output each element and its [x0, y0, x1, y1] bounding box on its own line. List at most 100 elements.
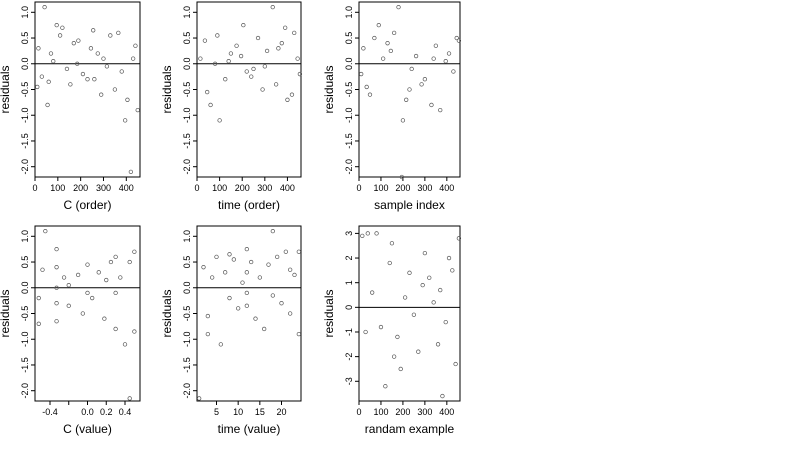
data-point: [127, 259, 132, 265]
data-point: [104, 64, 110, 69]
data-point: [276, 46, 281, 51]
data-point: [456, 236, 462, 241]
data-point: [422, 250, 428, 256]
data-point: [359, 71, 364, 77]
y-tick-label: 0.5: [20, 32, 30, 45]
data-point: [422, 77, 428, 82]
data-point: [135, 107, 140, 113]
y-tick-label: -0.5: [20, 82, 30, 98]
data-point: [112, 87, 118, 92]
y-tick-label: 0.0: [20, 282, 30, 295]
data-point: [39, 74, 44, 79]
data-point: [279, 41, 284, 46]
y-tick-label: -1.0: [20, 331, 30, 347]
data-point: [231, 257, 236, 262]
data-point: [433, 43, 438, 48]
data-point: [374, 231, 379, 236]
data-point: [409, 66, 414, 72]
data-point: [264, 48, 270, 54]
data-point: [413, 53, 419, 59]
data-point: [88, 46, 94, 51]
data-point: [376, 23, 381, 28]
data-point: [212, 61, 218, 66]
data-point: [104, 277, 109, 283]
data-point: [131, 56, 136, 61]
y-tick-label: -2.0: [344, 159, 354, 175]
data-point: [262, 64, 267, 69]
y-tick-label: -1: [344, 328, 354, 336]
data-point: [113, 254, 118, 260]
x-axis-label: time (order): [218, 198, 280, 212]
data-point: [205, 89, 210, 95]
data-point: [297, 71, 303, 77]
x-tick-label: 400: [439, 407, 454, 417]
plot-frame: [34, 1, 141, 178]
data-point: [450, 268, 455, 273]
data-point: [113, 326, 118, 332]
data-point: [399, 174, 404, 180]
data-point: [45, 102, 50, 108]
x-tick-label: 100: [373, 183, 388, 193]
x-tick-label: 200: [73, 183, 88, 193]
data-point: [75, 272, 81, 278]
data-point: [43, 228, 48, 234]
data-point: [456, 38, 462, 43]
y-tick-label: -1.5: [20, 133, 30, 149]
y-tick-label: 0.5: [20, 256, 30, 269]
data-point: [68, 82, 73, 87]
data-point: [285, 97, 290, 102]
data-point: [36, 321, 41, 326]
x-tick-label: 5: [214, 407, 219, 417]
scatter-panel-4: -0.4 0.0 0.2 0.4 -2.0 -1.5 -1.0 -0.5 0.0 0.5 1.0 C …: [0, 225, 141, 436]
data-point: [429, 102, 434, 108]
data-point: [395, 334, 400, 340]
data-point: [446, 51, 452, 56]
data-point: [255, 35, 261, 41]
data-point: [400, 118, 406, 123]
x-tick-label: 0.4: [119, 407, 132, 417]
y-tick-label: -0.5: [20, 306, 30, 322]
data-point: [95, 51, 100, 56]
y-tick-label: -1.5: [182, 357, 192, 373]
data-point: [295, 56, 300, 61]
data-point: [54, 265, 59, 270]
y-axis-label: residuals: [0, 289, 12, 337]
data-point: [40, 267, 45, 272]
data-point: [383, 384, 388, 389]
data-point: [438, 107, 443, 113]
plot-frame: [34, 225, 141, 402]
data-point: [241, 23, 246, 28]
data-point: [42, 4, 47, 10]
data-point: [236, 306, 241, 311]
y-tick-label: -0.5: [344, 82, 354, 98]
y-tick-label: -1.5: [20, 357, 30, 373]
y-tick-label: -0.5: [182, 82, 192, 98]
data-point: [244, 303, 249, 308]
scatter-panel-6: 0 100 200 300 400 -3 -2 -1 0 1 2 3 randam example res…: [322, 225, 462, 436]
y-tick-label: -2.0: [182, 159, 192, 175]
data-point: [208, 102, 213, 108]
y-tick-label: -1.0: [182, 107, 192, 123]
data-point: [113, 290, 118, 296]
data-point: [419, 82, 424, 87]
data-point: [85, 290, 90, 296]
x-tick-label: 300: [257, 183, 272, 193]
data-point: [61, 275, 67, 280]
data-point: [76, 38, 81, 43]
x-tick-label: 200: [395, 183, 410, 193]
data-point: [66, 303, 71, 308]
data-point: [118, 275, 123, 280]
data-point: [36, 46, 41, 51]
data-point: [372, 35, 377, 41]
data-point: [440, 393, 445, 399]
data-point: [101, 56, 106, 61]
data-point: [80, 71, 86, 77]
data-point: [228, 51, 234, 56]
data-point: [391, 354, 397, 359]
data-point: [367, 92, 373, 97]
y-tick-label: 1.0: [344, 6, 354, 19]
scatter-panel-2: 0 100 200 300 400 -2.0 -1.5 -1.0 -0.5 0.0 0.5 1.0 ti…: [160, 1, 303, 212]
data-point: [249, 259, 254, 265]
data-point: [363, 329, 368, 335]
data-point: [132, 249, 137, 254]
